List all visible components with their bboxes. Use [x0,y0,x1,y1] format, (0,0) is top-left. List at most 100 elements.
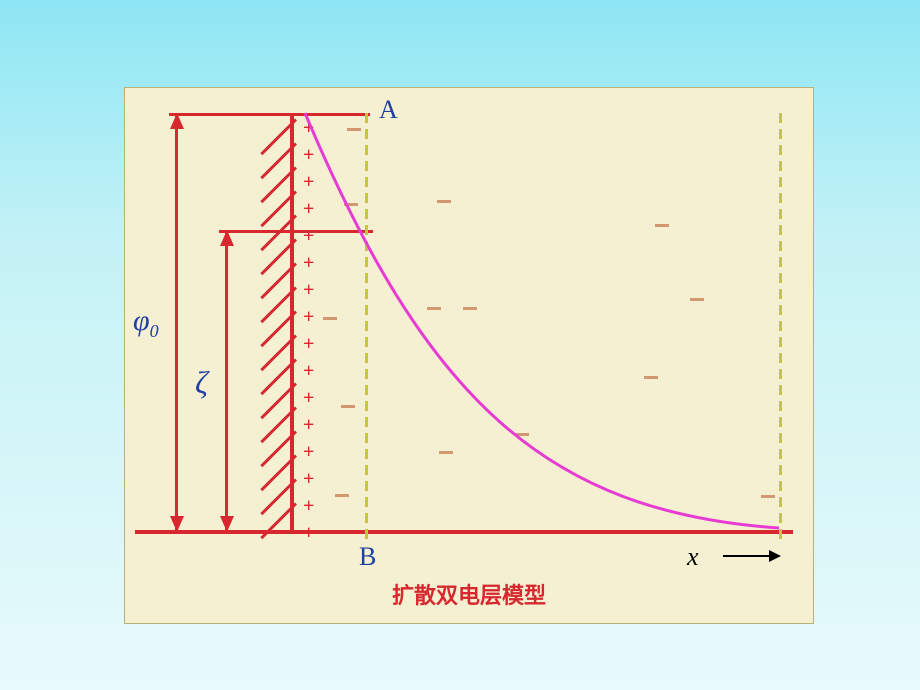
minus-charge [323,317,337,320]
dash-segment [779,289,782,299]
phi0-arrow-up [170,113,184,129]
phi0-arrow-down [170,516,184,532]
dash-segment [779,433,782,443]
dash-segment [779,225,782,235]
dash-segment [779,129,782,139]
zeta-arrow-down [220,516,234,532]
dash-segment [365,129,368,139]
plus-charge: + [303,253,314,273]
plus-charge: + [303,361,314,381]
dash-segment [365,449,368,459]
dash-segment [365,257,368,267]
dash-segment [365,369,368,379]
plus-charge: + [303,307,314,327]
phi0-arrow-shaft [175,113,178,530]
zeta-arrow-up [220,230,234,246]
minus-charge [335,494,349,497]
dash-segment [779,161,782,171]
dash-segment [779,529,782,539]
minus-charge [439,451,453,454]
dash-segment [779,273,782,283]
dash-segment [365,113,368,123]
plus-charge: + [303,388,314,408]
dash-segment [779,353,782,363]
plus-charge: + [303,172,314,192]
dash-segment [779,241,782,251]
dash-segment [365,161,368,171]
plus-charge: + [303,118,314,138]
diagram-panel: φ0 ζ ++++++++++++++++ A B x 扩散双电层模型 [124,87,814,624]
dash-segment [365,305,368,315]
dash-segment [365,145,368,155]
dash-segment [365,225,368,235]
dash-segment [779,385,782,395]
dash-segment [365,273,368,283]
minus-charge [761,495,775,498]
dash-segment [365,417,368,427]
minus-charge [341,405,355,408]
label-x: x [687,542,699,572]
dash-segment [779,257,782,267]
zeta-symbol: ζ [195,364,208,400]
dash-segment [779,513,782,523]
potential-curve [125,88,813,623]
dash-segment [365,353,368,363]
minus-charge [690,298,704,301]
dash-segment [779,321,782,331]
plus-charge: + [303,469,314,489]
plus-charge: + [303,415,314,435]
dash-segment [365,481,368,491]
plus-charge: + [303,199,314,219]
minus-charge [515,433,529,436]
dash-segment [365,465,368,475]
minus-charge [437,200,451,203]
dash-segment [779,145,782,155]
minus-charge [644,376,658,379]
minus-charge [655,224,669,227]
zeta-label: ζ [195,364,208,401]
minus-charge [427,307,441,310]
dash-segment [779,337,782,347]
dash-segment [779,465,782,475]
label-B: B [359,542,376,572]
dash-segment [365,289,368,299]
plus-charge: + [303,496,314,516]
x-arrow-head [769,550,781,562]
minus-charge [347,128,361,131]
dash-segment [779,193,782,203]
plus-charge: + [303,523,314,543]
dash-segment [779,401,782,411]
dash-segment [779,305,782,315]
dash-segment [365,337,368,347]
zeta-arrow-shaft [225,230,228,530]
minus-charge [344,203,358,206]
x-direction-arrow [723,555,779,557]
dash-segment [779,177,782,187]
dash-segment [365,433,368,443]
dash-segment [365,497,368,507]
plus-charge: + [303,226,314,246]
plus-charge: + [303,145,314,165]
dash-segment [365,529,368,539]
diagram-title: 扩散双电层模型 [125,578,813,610]
top-potential-line [169,113,370,116]
dash-segment [365,385,368,395]
dash-segment [779,449,782,459]
dash-segment [779,209,782,219]
dash-segment [365,193,368,203]
x-axis [135,530,793,534]
wall-surface-line [290,113,294,534]
dash-segment [365,513,368,523]
minus-charge [463,307,477,310]
plus-charge: + [303,442,314,462]
dash-segment [365,241,368,251]
dash-segment [779,481,782,491]
phi-symbol: φ [133,304,150,337]
plus-charge: + [303,334,314,354]
dash-segment [365,401,368,411]
plus-charge: + [303,280,314,300]
dash-segment [365,321,368,331]
dash-segment [779,369,782,379]
dash-segment [779,497,782,507]
dash-segment [779,113,782,123]
